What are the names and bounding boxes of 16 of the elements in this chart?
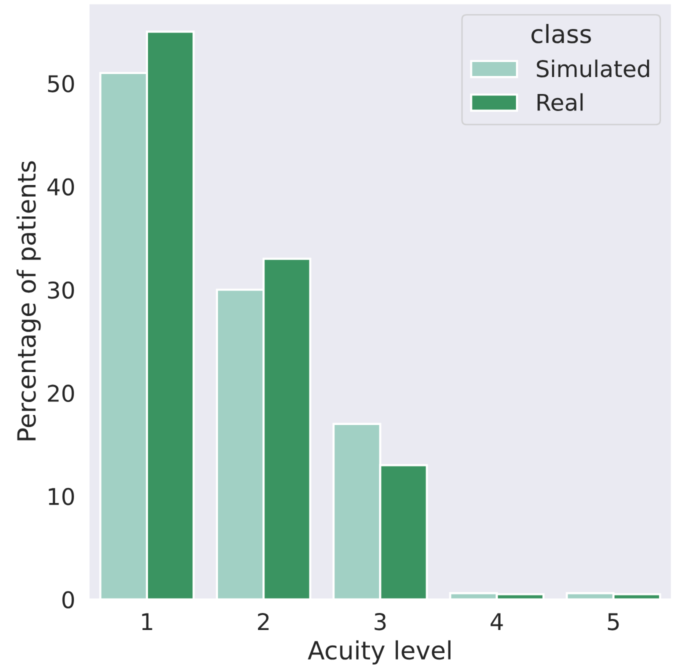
x-axis-title: Acuity level bbox=[308, 640, 450, 665]
y-tick-label: 20 bbox=[48, 384, 74, 402]
x-tick-label: 1 bbox=[142, 613, 152, 630]
y-tick-label: 10 bbox=[48, 488, 74, 506]
y-axis-title: Percentage of patients bbox=[16, 161, 41, 440]
x-tick-label: 4 bbox=[490, 613, 503, 630]
legend-title: class bbox=[532, 24, 591, 44]
legend-label: Simulated bbox=[536, 60, 650, 78]
x-tick-label: 5 bbox=[608, 613, 619, 630]
legend-label: Real bbox=[538, 93, 583, 111]
y-tick-label: 30 bbox=[48, 281, 74, 299]
x-tick-label: 3 bbox=[374, 613, 386, 630]
y-tick-label: 0 bbox=[62, 591, 74, 608]
x-tick-label: 2 bbox=[258, 613, 269, 630]
y-tick-label: 40 bbox=[47, 178, 74, 196]
y-tick-label: 50 bbox=[48, 75, 74, 92]
